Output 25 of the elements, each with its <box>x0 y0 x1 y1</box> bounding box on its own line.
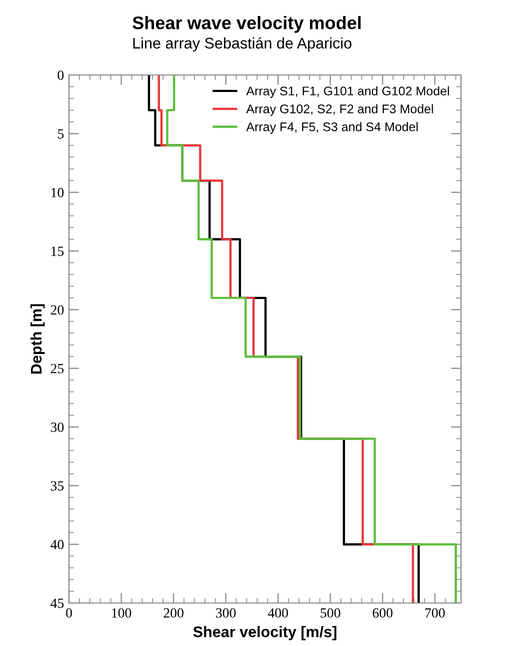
y-tick-label: 0 <box>58 70 64 80</box>
legend-label: Array S1, F1, G101 and G102 Model <box>246 86 449 98</box>
x-tick-label: 700 <box>425 608 445 618</box>
chart-subtitle: Line array Sebastián de Aparicio <box>133 37 352 52</box>
x-tick-label: 500 <box>320 608 340 618</box>
x-tick-label: 0 <box>66 608 72 618</box>
x-tick-label: 200 <box>164 608 184 618</box>
y-tick-label: 45 <box>50 598 64 608</box>
x-tick-label: 300 <box>216 608 236 618</box>
y-tick-label: 40 <box>50 540 64 550</box>
y-tick-label: 35 <box>50 481 64 491</box>
x-tick-label: 600 <box>372 608 392 618</box>
y-tick-label: 10 <box>51 188 64 198</box>
y-tick-label: 15 <box>51 246 64 256</box>
y-tick-label: 20 <box>50 305 64 315</box>
y-tick-label: 30 <box>50 422 64 432</box>
x-tick-label: 100 <box>112 608 132 618</box>
x-tick-label: 400 <box>268 608 288 618</box>
y-tick-label: 5 <box>58 129 64 139</box>
y-axis-title: Depth [m] <box>30 304 45 374</box>
legend-label: Array F4, F5, S3 and S4 Model <box>246 122 418 134</box>
chart-title: Shear wave velocity model <box>132 16 361 33</box>
x-axis-title: Shear velocity [m/s] <box>193 626 336 640</box>
legend-label: Array G102, S2, F2 and F3 Model <box>246 104 433 116</box>
y-tick-label: 25 <box>50 364 64 374</box>
